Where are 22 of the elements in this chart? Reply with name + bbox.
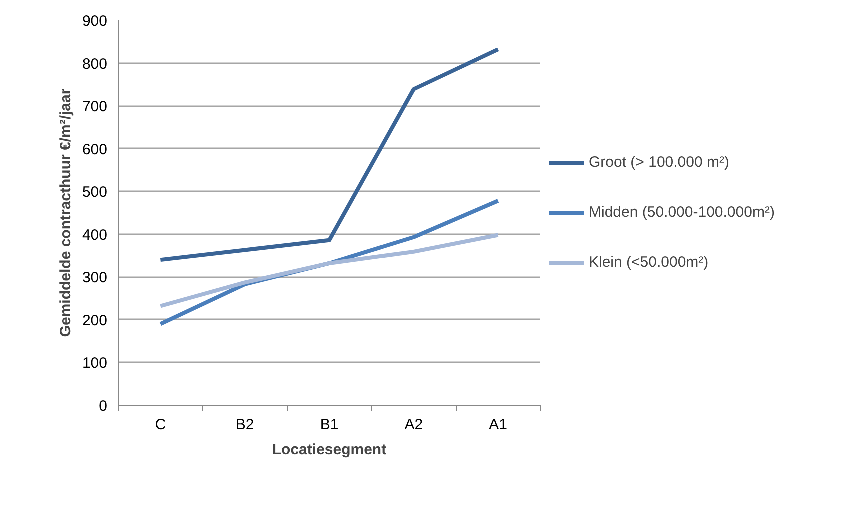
y-tick-label: 100 bbox=[82, 355, 108, 372]
y-tick-label: 900 bbox=[82, 13, 108, 30]
y-tick-label: 500 bbox=[82, 184, 108, 202]
legend-label: Midden (50.000-100.000m²) bbox=[589, 204, 775, 221]
x-axis-title: Locatiesegment bbox=[272, 442, 387, 458]
y-tick-label: 300 bbox=[82, 270, 108, 287]
x-tick-label: B2 bbox=[236, 416, 254, 434]
x-tick-label: C bbox=[155, 416, 166, 434]
line-series bbox=[158, 48, 500, 262]
x-tick-label: A1 bbox=[489, 416, 508, 434]
y-tick-label: 800 bbox=[82, 56, 108, 73]
x-tick-label: A2 bbox=[404, 416, 424, 434]
legend-label: Klein (<50.000m²) bbox=[589, 254, 709, 271]
y-tick-label: 0 bbox=[99, 398, 108, 415]
y-tick-label: 700 bbox=[82, 98, 108, 116]
y-tick-label: 600 bbox=[82, 141, 108, 158]
y-tick-label: 200 bbox=[82, 312, 108, 330]
x-tick-label: B1 bbox=[320, 416, 339, 434]
line-series bbox=[158, 233, 500, 308]
y-axis-title: Gemiddelde contracthuur €/m²/jaar bbox=[57, 88, 74, 338]
y-tick-label: 400 bbox=[82, 226, 108, 244]
legend-label: Groot (> 100.000 m²) bbox=[589, 154, 730, 171]
